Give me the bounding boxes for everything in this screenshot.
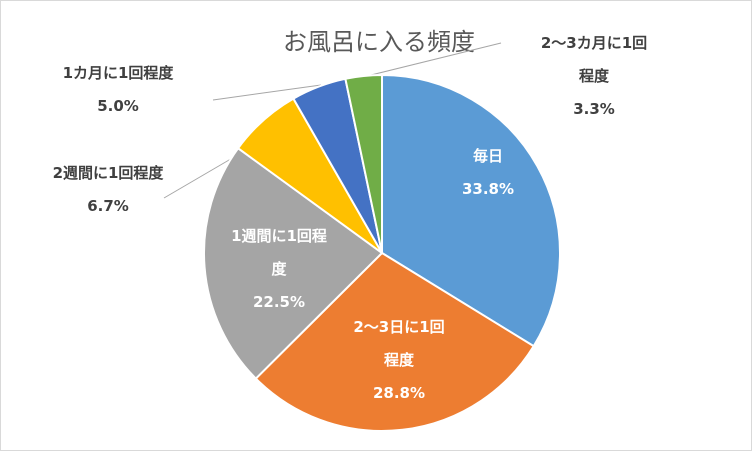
pie-slices (203, 73, 561, 432)
data-label-value: 33.8% (462, 180, 514, 198)
data-label-value: 6.7% (87, 197, 129, 215)
data-label-text: 2～3日に1回 (353, 318, 444, 336)
data-label-text: 程度 (579, 67, 610, 85)
data-label-text: 1週間に1回程 (231, 227, 327, 245)
leader-lines (163, 42, 502, 199)
data-label-text: 度 (271, 260, 287, 278)
pie-slice-3 (203, 146, 384, 380)
data-label-text: 程度 (384, 351, 415, 369)
leader-line-6 (362, 42, 502, 78)
data-label-3: 1週間に1回程度 22.5% (231, 227, 327, 311)
data-label-text: 1カ月に1回程度 (63, 64, 175, 82)
leader-line-4 (163, 152, 242, 199)
data-label-value: 22.5% (253, 293, 305, 311)
data-label-5: 1カ月に1回程度 5.0% (63, 64, 175, 115)
data-label-1: 毎日 33.8% (462, 147, 514, 198)
data-labels: 毎日 33.8%2～3日に1回程度 28.8%1週間に1回程度 22.5%2週間に1回… (53, 34, 648, 402)
pie-slice-6 (344, 73, 383, 254)
data-label-value: 5.0% (97, 97, 139, 115)
data-label-2: 2～3日に1回程度 28.8% (353, 318, 444, 402)
data-label-value: 28.8% (373, 384, 425, 402)
data-label-4: 2週間に1回程度 6.7% (53, 164, 165, 215)
data-label-text: 2週間に1回程度 (53, 164, 165, 182)
pie-slice-2 (254, 251, 536, 432)
chart-title: お風呂に入る頻度 (283, 28, 475, 56)
pie-slice-1 (381, 73, 561, 348)
data-label-text: 毎日 (473, 147, 503, 165)
data-label-value: 3.3% (573, 100, 615, 118)
data-label-6: 2～3カ月に1回程度 3.3% (541, 34, 647, 118)
data-label-text: 2～3カ月に1回 (541, 34, 647, 52)
leader-line-5 (212, 84, 322, 101)
